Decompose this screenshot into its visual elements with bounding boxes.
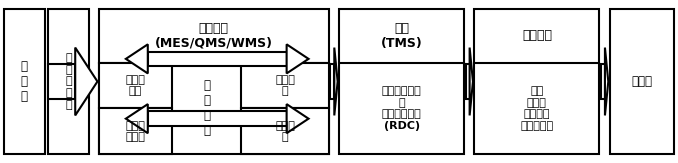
FancyBboxPatch shape [4, 9, 45, 154]
FancyBboxPatch shape [610, 9, 674, 154]
Polygon shape [287, 44, 308, 73]
Polygon shape [48, 64, 75, 99]
FancyBboxPatch shape [99, 9, 329, 154]
Text: 生产系统
(MES/QMS/WMS): 生产系统 (MES/QMS/WMS) [155, 22, 273, 50]
FancyBboxPatch shape [241, 108, 329, 154]
Text: 供
应
链
物
流: 供 应 链 物 流 [65, 53, 72, 110]
Polygon shape [466, 64, 470, 99]
Text: 数
字
孪
生: 数 字 孪 生 [203, 79, 210, 137]
Polygon shape [330, 64, 334, 99]
FancyBboxPatch shape [241, 63, 329, 108]
Text: 仿真模
型: 仿真模 型 [275, 75, 295, 96]
Text: 商超
便利店
智能冰柜
无人售卖机: 商超 便利店 智能冰柜 无人售卖机 [520, 86, 553, 131]
Text: 物流
(TMS): 物流 (TMS) [381, 22, 422, 50]
Text: 工业互
联网: 工业互 联网 [125, 75, 146, 96]
Text: 设备信
息基础: 设备信 息基础 [125, 120, 146, 142]
Polygon shape [334, 48, 338, 115]
FancyBboxPatch shape [99, 108, 172, 154]
Polygon shape [126, 44, 148, 73]
Polygon shape [148, 111, 287, 126]
FancyBboxPatch shape [99, 63, 172, 108]
Polygon shape [148, 52, 287, 66]
Polygon shape [126, 104, 148, 133]
FancyBboxPatch shape [48, 9, 89, 154]
Polygon shape [287, 104, 308, 133]
Polygon shape [470, 48, 473, 115]
Text: 冷链运输中转
库
区域分发中心
(RDC): 冷链运输中转 库 区域分发中心 (RDC) [382, 86, 422, 131]
Text: 原
材
料: 原 材 料 [21, 60, 28, 103]
Text: 实体模
型: 实体模 型 [275, 120, 295, 142]
Polygon shape [605, 48, 608, 115]
Text: 消费者: 消费者 [631, 75, 652, 88]
Polygon shape [601, 64, 605, 99]
FancyBboxPatch shape [339, 9, 464, 154]
Polygon shape [75, 48, 98, 115]
FancyBboxPatch shape [475, 9, 599, 154]
Text: 销售终端: 销售终端 [522, 29, 552, 42]
